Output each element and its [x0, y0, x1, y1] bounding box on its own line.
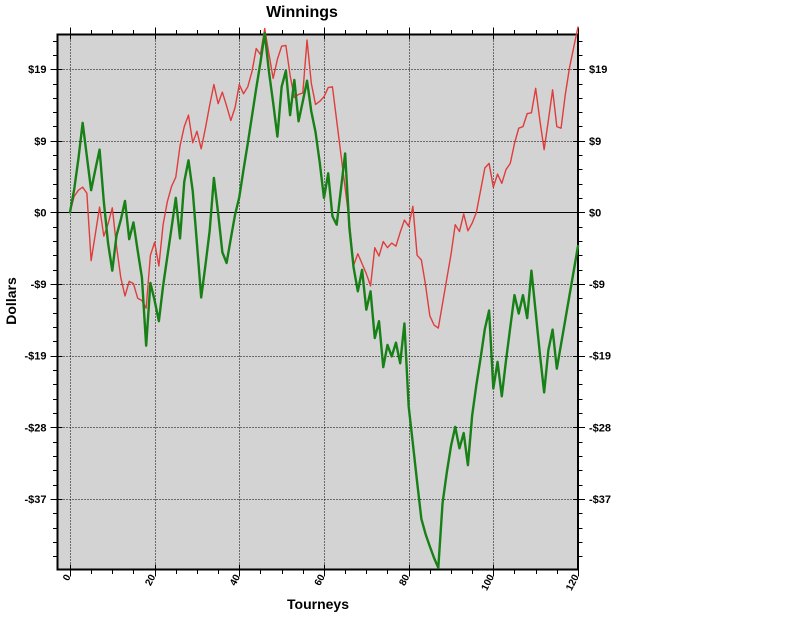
y-tick-label-right: -$19	[589, 351, 611, 363]
plot-frame	[56, 33, 579, 571]
y-tick-label-left: -$37	[24, 494, 46, 506]
x-axis-title: Tourneys	[287, 596, 349, 612]
x-tick-label: 120	[564, 572, 582, 592]
y-axis-title: Dollars	[3, 277, 19, 325]
x-tick-label: 60	[313, 572, 328, 587]
red_series-line	[69, 26, 579, 329]
x-tick-label: 20	[143, 572, 158, 587]
axis-tick-labels: $19 $19 $9 $9 $0 $0 -$9 -$9 -$19 -$19 -$28 -$28 -$37…	[24, 64, 611, 593]
y-tick-label-right: -$37	[589, 494, 611, 506]
y-tick-label-left: -$19	[24, 351, 46, 363]
y-tick-label-right: -$28	[589, 422, 611, 434]
y-tick-label-left: $19	[28, 64, 46, 76]
y-tick-label-right: -$9	[589, 279, 605, 291]
y-tick-label-right: $9	[589, 136, 601, 148]
y-tick-label-right: $0	[589, 207, 601, 219]
green_series-line	[68, 32, 580, 570]
plot-area	[57, 34, 578, 570]
x-tick-label: 100	[480, 572, 498, 592]
y-tick-label-left: -$9	[31, 279, 47, 291]
x-tick-label: 40	[228, 572, 243, 587]
x-tick-label: 80	[397, 572, 412, 587]
x-tick-label: 0	[61, 572, 74, 582]
y-tick-label-right: $19	[589, 64, 607, 76]
y-tick-label-left: $9	[34, 136, 46, 148]
y-tick-label-left: -$28	[24, 422, 46, 434]
chart-title: Winnings	[266, 4, 338, 21]
y-tick-label-left: $0	[34, 207, 46, 219]
